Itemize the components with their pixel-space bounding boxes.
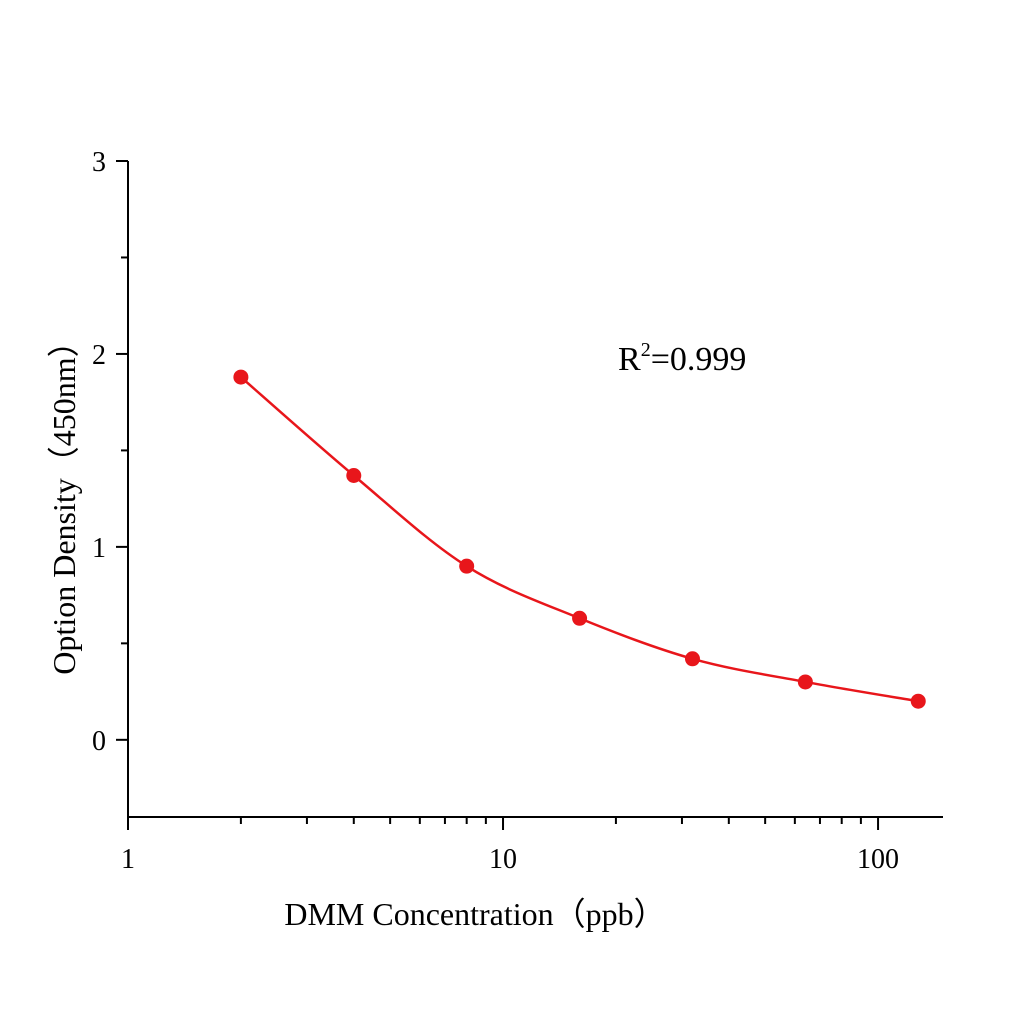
data-point xyxy=(346,467,362,483)
data-point xyxy=(459,558,475,574)
y-tick-label: 1 xyxy=(92,533,106,564)
r-squared-base: R xyxy=(618,341,641,378)
data-point xyxy=(233,369,249,385)
data-point xyxy=(910,693,926,709)
x-tick-label: 1 xyxy=(121,844,135,875)
x-tick-label: 100 xyxy=(857,844,899,875)
r-squared-annotation: R2=0.999 xyxy=(618,339,746,378)
y-tick-label: 0 xyxy=(92,726,106,757)
data-point xyxy=(797,674,813,690)
y-tick-label: 3 xyxy=(92,147,106,178)
r-squared-value: =0.999 xyxy=(651,341,747,378)
y-axis-label: Option Density（450nm） xyxy=(46,325,82,674)
fit-curve xyxy=(240,376,919,703)
r-squared-sup: 2 xyxy=(641,339,651,361)
y-tick-label: 2 xyxy=(92,340,106,371)
data-point xyxy=(684,651,700,667)
x-axis-label: DMM Concentration（ppb） xyxy=(284,896,665,932)
axes: 0 1 2 3 1 10 100 xyxy=(92,147,943,875)
fit-curve-layer xyxy=(240,376,919,703)
data-points xyxy=(233,369,926,709)
data-point xyxy=(572,610,588,626)
x-tick-label: 10 xyxy=(489,844,517,875)
